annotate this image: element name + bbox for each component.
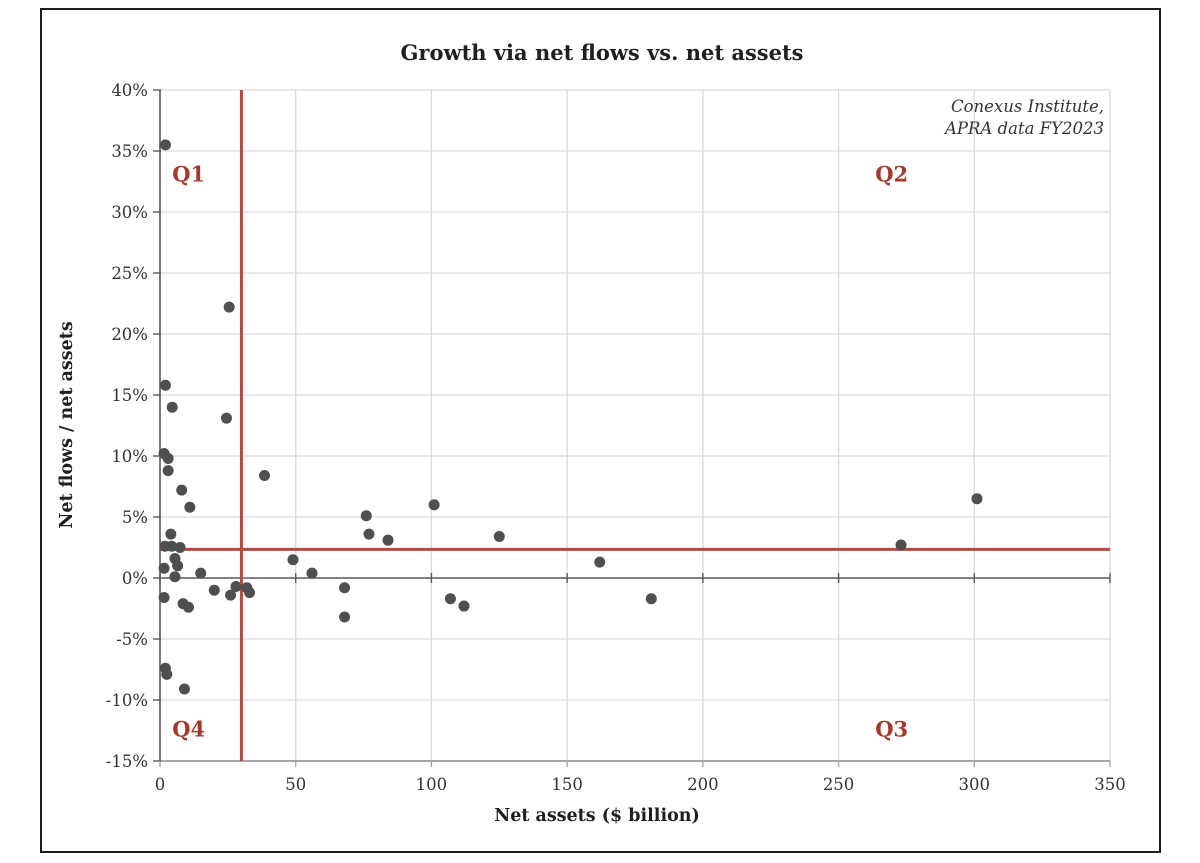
data-point [176,484,188,496]
data-point [363,528,375,540]
data-point [166,401,178,413]
y-tick-label: 15% [111,386,148,405]
y-tick-label: 20% [111,325,148,344]
data-point [208,584,220,596]
y-tick-label: -10% [106,691,148,710]
y-tick-label: 25% [111,264,148,283]
data-point [178,683,190,695]
data-point [221,412,232,424]
data-point [444,593,456,605]
data-point [287,554,299,566]
x-tick-label: 150 [551,775,583,794]
y-tick-label: 5% [122,508,148,527]
x-tick-label: 100 [416,775,448,794]
data-point [230,581,242,593]
data-point [458,600,470,612]
data-point [162,465,174,477]
data-point [428,499,440,511]
y-tick-label: 0% [122,569,148,588]
x-tick-label: 250 [823,775,855,794]
x-axis-title: Net assets ($ billion) [494,806,700,826]
data-point [339,582,351,594]
y-tick-label: 40% [111,81,148,100]
data-point [645,593,657,605]
data-point [971,493,983,505]
data-point [162,452,174,464]
data-point [382,534,394,546]
x-tick-label: 200 [687,775,719,794]
y-tick-label: -15% [106,752,148,771]
data-point [172,560,184,572]
quadrant-label-q2: Q2 [875,162,908,187]
data-point [158,592,170,604]
data-point [244,587,256,599]
x-tick-label: 300 [959,775,991,794]
data-point [183,601,194,613]
x-tick-label: 0 [155,775,166,794]
data-point [594,556,606,568]
source-annotation-line2: APRA data FY2023 [943,119,1104,138]
y-tick-label: 10% [111,447,148,466]
data-point [159,139,171,151]
tick-labels-layer: 40% 35% 30% 25% 20% 15% 10% 5% 0% -5% -10% -15% 0 50 1… [106,81,1126,794]
data-point [184,501,196,513]
x-tick-label: 350 [1094,775,1126,794]
data-point [223,301,235,313]
data-point [165,528,177,540]
x-tick-label: 50 [285,775,306,794]
y-tick-label: 30% [111,203,148,222]
source-annotation-line1: Conexus Institute, [951,97,1104,116]
quadrant-labels-layer: Q1 Q2 Q3 Q4 [172,162,908,742]
gridlines-layer [160,89,1111,761]
data-point [158,562,170,574]
quadrant-label-q1: Q1 [172,162,205,187]
data-point [161,668,173,680]
data-point [306,567,318,579]
data-point [225,589,237,601]
data-points-layer [158,139,983,695]
quadrant-label-q4: Q4 [172,717,205,742]
data-point [169,571,181,583]
data-point [339,611,351,623]
data-point [195,567,207,579]
data-point [360,510,372,522]
axes-layer [153,89,1111,767]
data-point [166,540,178,552]
reference-lines-layer [160,90,1110,761]
y-axis-title: Net flows / net assets [57,321,77,528]
data-point [174,542,186,553]
quadrant-label-q3: Q3 [875,717,908,742]
data-point [259,470,270,482]
data-point [493,531,505,543]
data-point [895,539,907,551]
data-point [159,379,171,391]
y-tick-label: 35% [111,142,148,161]
chart-title: Growth via net flows vs. net assets [400,40,803,65]
y-tick-label: -5% [116,630,148,649]
